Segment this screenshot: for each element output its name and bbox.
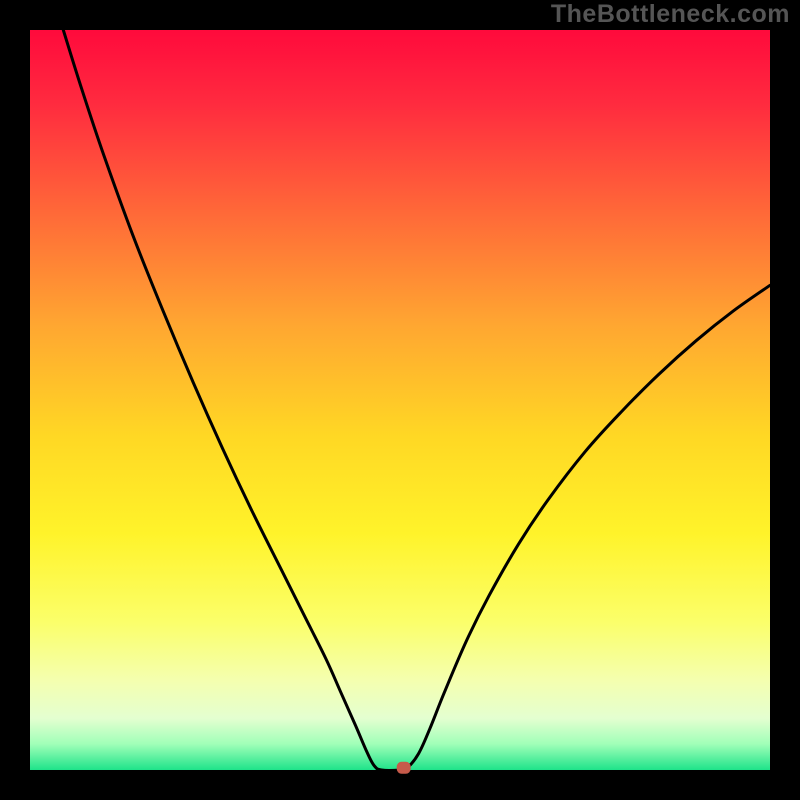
bottleneck-chart [0, 0, 800, 800]
optimal-point-marker [397, 762, 411, 774]
watermark-text: TheBottleneck.com [551, 0, 790, 29]
plot-background [30, 30, 770, 770]
chart-frame: TheBottleneck.com [0, 0, 800, 800]
